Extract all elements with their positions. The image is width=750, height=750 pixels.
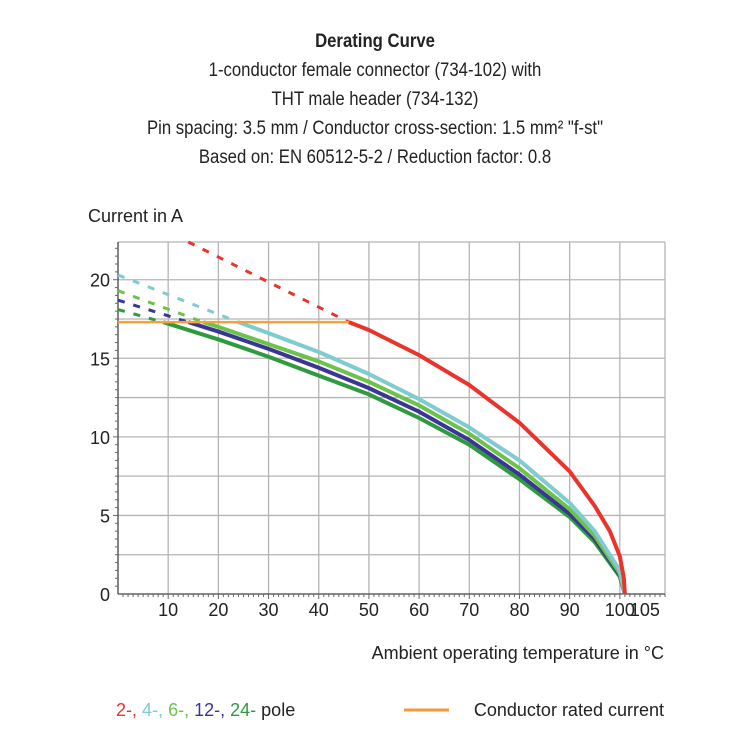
legend-pole-24: 24- (230, 700, 256, 720)
x-tick-label: 105 (630, 600, 660, 620)
x-tick-label: 60 (409, 600, 429, 620)
x-tick-label: 10 (158, 600, 178, 620)
legend-pole-6: 6-, (168, 700, 189, 720)
x-tick-label: 50 (359, 600, 379, 620)
subtitle-line: Based on: EN 60512-5-2 / Reduction facto… (198, 147, 552, 168)
x-axis-label: Ambient operating temperature in °C (372, 643, 664, 663)
y-tick-label: 15 (90, 349, 110, 369)
x-tick-label: 80 (509, 600, 529, 620)
x-tick-label: 40 (309, 600, 329, 620)
legend-pole-12: 12-, (194, 700, 225, 720)
series-12-pole-dashed (117, 298, 189, 324)
series-24-pole-dashed (117, 308, 164, 324)
x-tick-label: 90 (560, 600, 580, 620)
subtitle-line: THT male header (734-132) (271, 89, 479, 110)
subtitle-line: Pin spacing: 3.5 mm / Conductor cross-se… (146, 118, 604, 139)
series-6-pole-line (202, 320, 627, 595)
series-4-pole-dashed (117, 273, 239, 324)
y-axis-label: Current in A (88, 206, 183, 226)
series-12-pole-line (187, 320, 627, 595)
legend-pole-suffix: pole (261, 700, 295, 720)
y-tick-label: 0 (100, 585, 110, 605)
y-tick-label: 5 (100, 506, 110, 526)
x-tick-label: 100 (605, 600, 635, 620)
legend: 2-, 4-, 6-, 12-, 24- pole Conductor rate… (116, 700, 664, 720)
series-2-pole-dashed (187, 240, 350, 324)
y-tick-label: 10 (90, 428, 110, 448)
series-4-pole-line (237, 320, 627, 595)
x-tick-label: 70 (459, 600, 479, 620)
legend-pole-2: 2-, (116, 700, 137, 720)
chart-title: Derating Curve (315, 31, 435, 52)
legend-poles: 2-, 4-, 6-, 12-, 24- pole (116, 700, 295, 720)
x-tick-label: 20 (208, 600, 228, 620)
subtitle-line: 1-conductor female connector (734-102) w… (208, 60, 542, 81)
x-tick-label: 30 (259, 600, 279, 620)
y-tick-label: 20 (90, 271, 110, 291)
legend-pole-4: 4-, (142, 700, 163, 720)
series-6-pole-dashed (117, 289, 204, 324)
series-2-pole-line (348, 320, 627, 595)
legend-rated-label: Conductor rated current (474, 700, 664, 720)
